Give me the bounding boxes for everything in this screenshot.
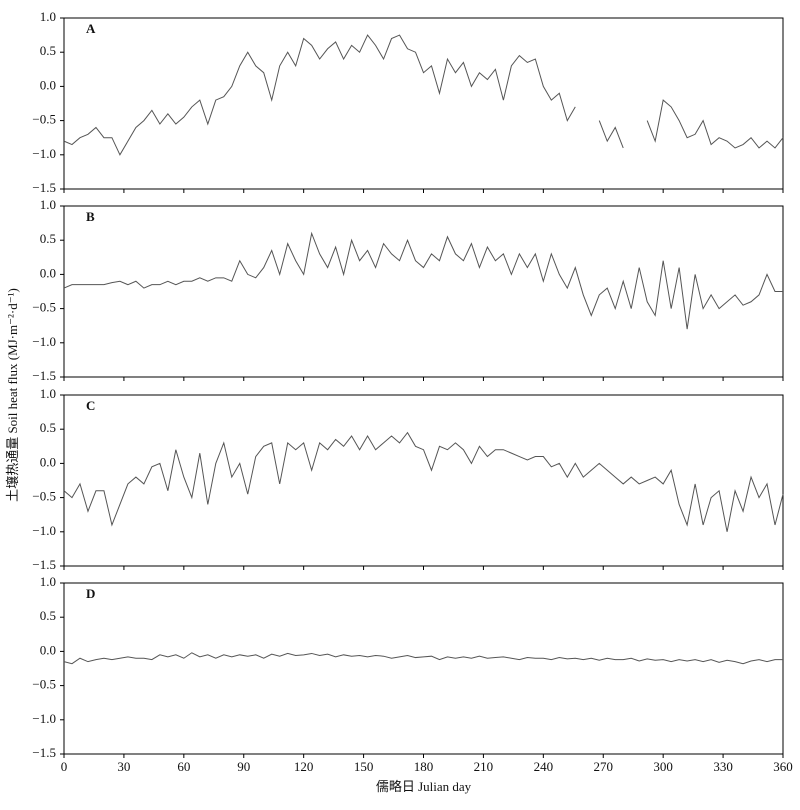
panel-label: C: [86, 398, 95, 413]
y-tick-label: 0.5: [40, 608, 56, 623]
y-tick-label: 0.5: [40, 43, 56, 58]
x-tick-label: 120: [294, 759, 314, 774]
x-tick-label: 0: [61, 759, 68, 774]
x-tick-label: 240: [534, 759, 554, 774]
y-tick-label: −1.5: [32, 745, 56, 760]
y-tick-label: 0.5: [40, 231, 56, 246]
x-tick-label: 30: [117, 759, 130, 774]
x-tick-label: 90: [237, 759, 250, 774]
x-axis-label: 儒略日 Julian day: [376, 779, 472, 794]
y-tick-label: −1.0: [32, 711, 56, 726]
y-tick-label: 0.0: [40, 454, 56, 469]
y-tick-label: −1.0: [32, 334, 56, 349]
plot-frame: [63, 582, 784, 755]
panel-label: B: [86, 209, 95, 224]
data-line: [63, 231, 783, 330]
data-line: [63, 652, 783, 665]
y-tick-label: −0.5: [32, 677, 56, 692]
plot-frame: [63, 394, 784, 567]
y-tick-label: 0.5: [40, 420, 56, 435]
y-axis-label: 土壤热通量 Soil heat flux (MJ·m⁻²·d⁻¹): [5, 288, 20, 502]
x-tick-label: 330: [713, 759, 733, 774]
x-tick-label: 210: [474, 759, 494, 774]
y-tick-label: −0.5: [32, 489, 56, 504]
y-tick-label: 1.0: [40, 386, 56, 401]
data-line: [63, 431, 784, 532]
y-tick-label: −1.0: [32, 523, 56, 538]
y-tick-label: −1.5: [32, 368, 56, 383]
panel-label: D: [86, 586, 95, 601]
x-tick-label: 180: [414, 759, 434, 774]
x-tick-label: 270: [594, 759, 614, 774]
x-tick-label: 60: [177, 759, 190, 774]
y-tick-label: −0.5: [32, 300, 56, 315]
y-tick-label: 1.0: [40, 9, 56, 24]
y-tick-label: −0.5: [32, 112, 56, 127]
y-tick-label: −1.5: [32, 180, 56, 195]
y-tick-label: 0.0: [40, 77, 56, 92]
x-tick-label: 300: [653, 759, 673, 774]
y-tick-label: 0.0: [40, 642, 56, 657]
panel-label: A: [86, 21, 96, 36]
y-tick-label: −1.5: [32, 557, 56, 572]
x-tick-label: 150: [354, 759, 374, 774]
y-tick-label: −1.0: [32, 146, 56, 161]
data-line: [63, 34, 784, 156]
y-tick-label: 1.0: [40, 197, 56, 212]
y-tick-label: 1.0: [40, 574, 56, 589]
plot-frame: [63, 205, 784, 378]
plot-frame: [63, 17, 784, 190]
x-tick-label: 360: [773, 759, 793, 774]
y-tick-label: 0.0: [40, 265, 56, 280]
